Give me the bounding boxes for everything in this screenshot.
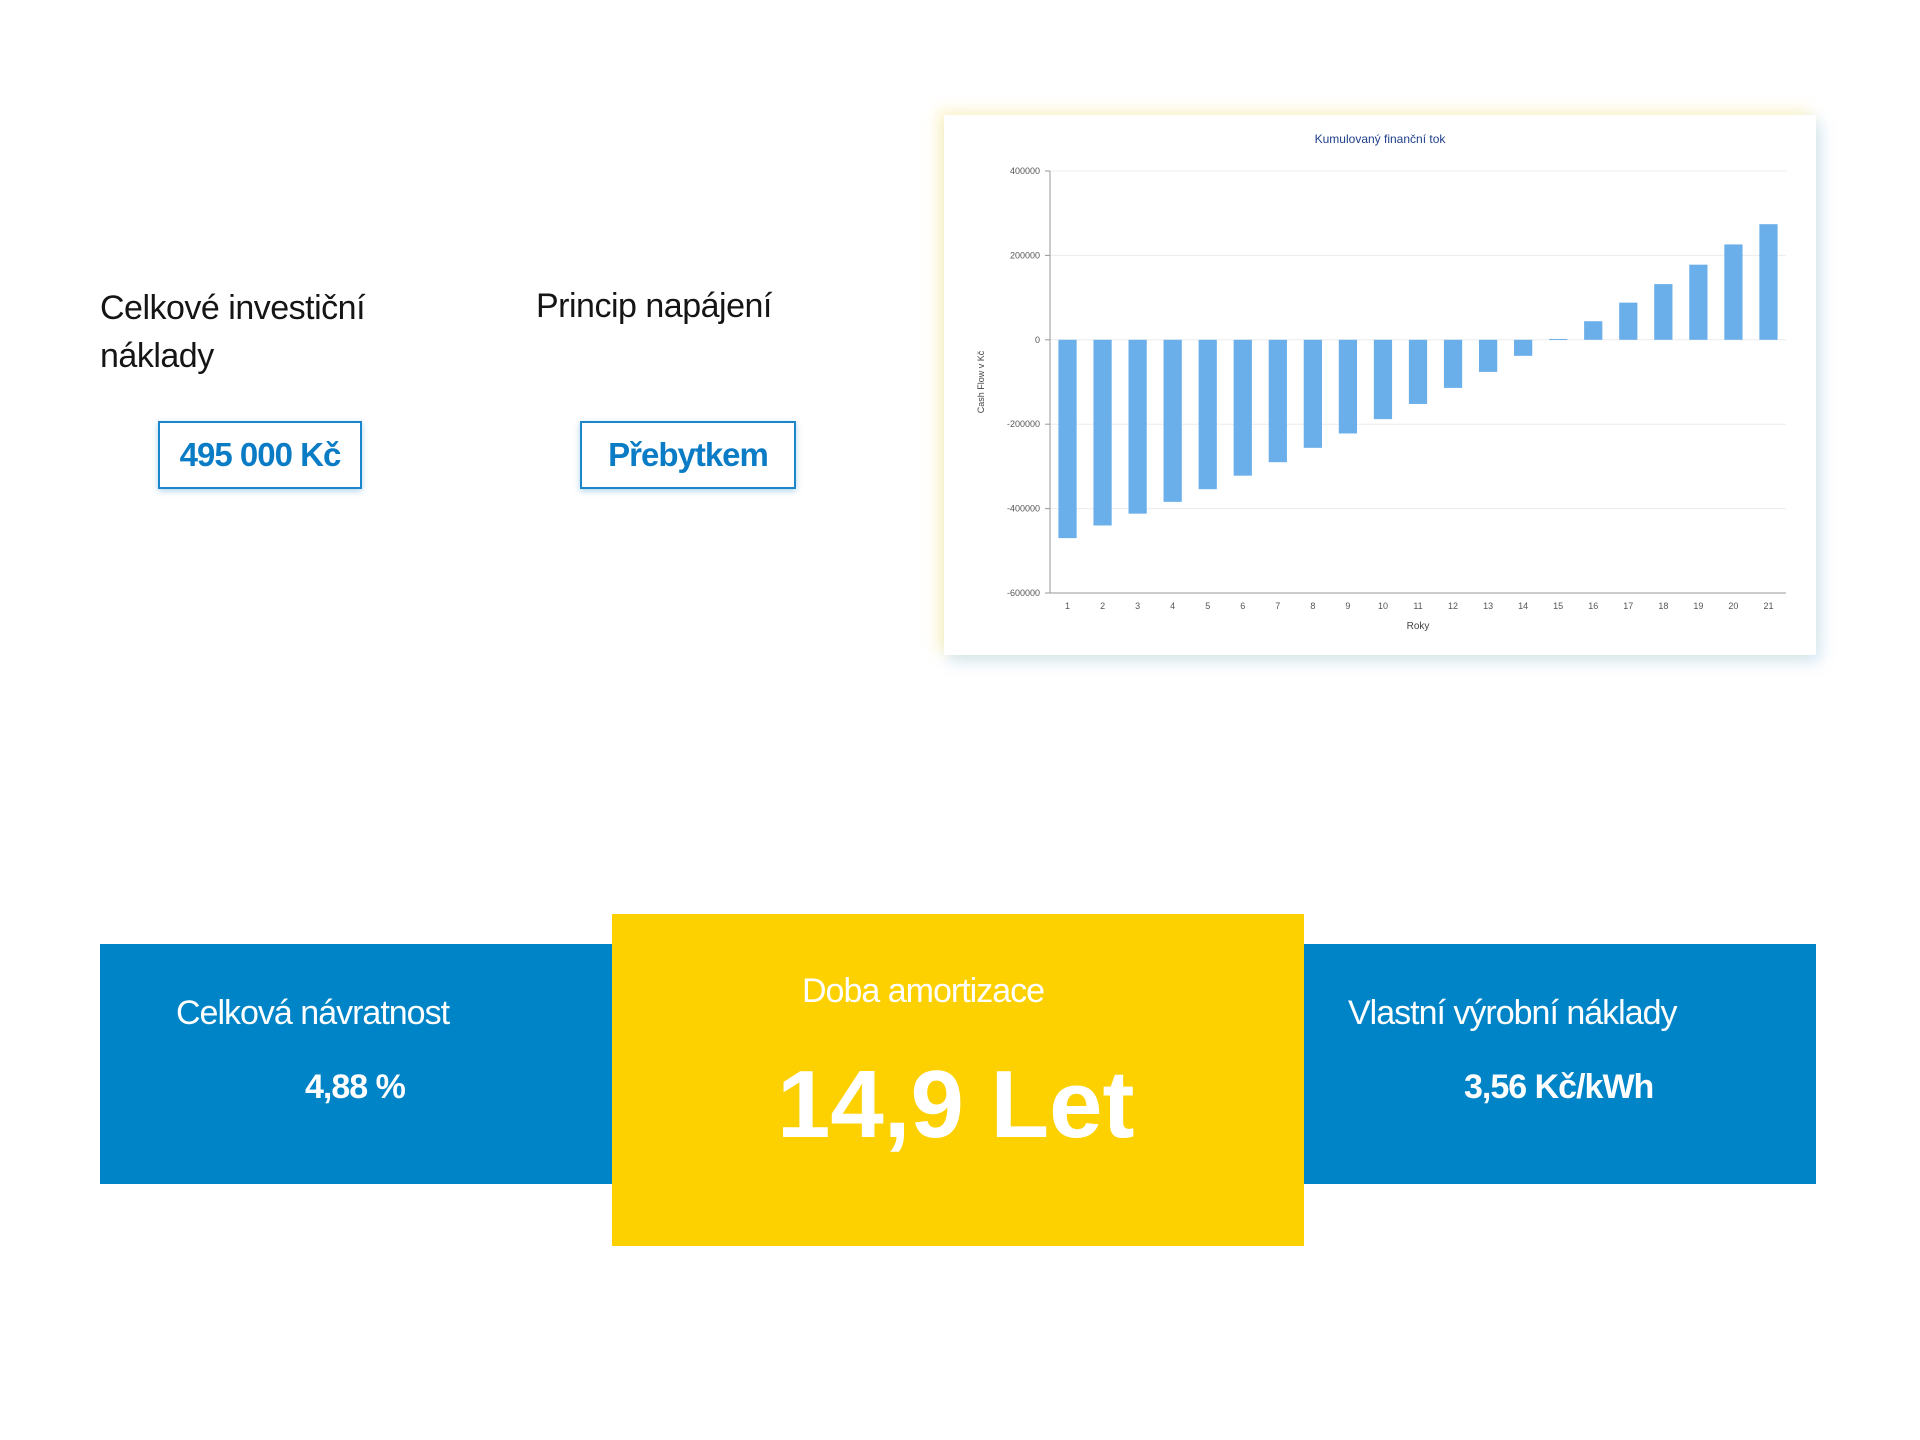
chart-x-tick-label: 18 — [1658, 601, 1668, 611]
amortization-panel: Doba amortizace 14,9 Let — [612, 914, 1304, 1246]
chart-x-tick-label: 12 — [1448, 601, 1458, 611]
total-return-panel: Celková návratnost 4,88 % — [100, 944, 614, 1184]
chart-title: Kumulovaný finanční tok — [1315, 132, 1447, 146]
chart-x-tick-label: 7 — [1275, 601, 1280, 611]
chart-bar — [1338, 339, 1358, 434]
chart-x-tick-label: 21 — [1763, 601, 1773, 611]
amortization-value: 14,9 Let — [777, 1051, 1135, 1158]
chart-y-tick-label: -200000 — [1007, 419, 1040, 429]
chart-bars — [1058, 224, 1778, 539]
chart-bar — [1373, 339, 1393, 420]
chart-bar — [1619, 302, 1638, 340]
chart-bar — [1654, 284, 1673, 340]
chart-bar — [1549, 338, 1568, 340]
own-production-cost-value: 3,56 Kč/kWh — [1464, 1068, 1654, 1106]
chart-bar — [1478, 339, 1498, 372]
chart-bar — [1303, 339, 1322, 448]
chart-x-tick-label: 11 — [1413, 601, 1422, 611]
chart-bar — [1163, 339, 1182, 502]
chart-y-tick-label: 200000 — [1010, 250, 1040, 260]
chart-x-tick-label: 2 — [1100, 601, 1105, 611]
chart-bar — [1268, 339, 1287, 463]
total-return-value: 4,88 % — [305, 1068, 406, 1106]
chart-x-tick-label: 19 — [1693, 601, 1703, 611]
chart-x-tick-label: 8 — [1310, 601, 1315, 611]
chart-x-tick-label: 4 — [1170, 601, 1175, 611]
chart-bar — [1759, 224, 1778, 340]
chart-bar — [1093, 339, 1112, 526]
chart-x-tick-label: 20 — [1728, 601, 1738, 611]
power-principle-label: Princip napájení — [536, 287, 772, 325]
chart-x-tick-label: 3 — [1135, 601, 1140, 611]
chart-x-tick-label: 15 — [1553, 601, 1563, 611]
chart-bar — [1689, 264, 1708, 340]
chart-bar — [1724, 244, 1743, 340]
power-principle-value-box: Přebytkem — [580, 421, 796, 489]
total-return-label: Celková návratnost — [176, 994, 450, 1032]
chart-bar — [1233, 339, 1252, 476]
chart-bar — [1198, 339, 1217, 490]
chart-x-tick-label: 13 — [1483, 601, 1493, 611]
chart-x-tick-label: 14 — [1518, 601, 1528, 611]
chart-y-axis-label: Cash Flow v Kč — [976, 350, 986, 413]
own-production-cost-panel: Vlastní výrobní náklady 3,56 Kč/kWh — [1300, 944, 1816, 1184]
chart-y-tick-labels: 400000 200000 0 -200000 -400000 -600000 — [1007, 166, 1040, 598]
chart-x-tick-label: 9 — [1345, 601, 1350, 611]
chart-bar — [1408, 339, 1428, 404]
chart-x-tick-label: 1 — [1065, 601, 1070, 611]
chart-x-tick-label: 5 — [1205, 601, 1210, 611]
chart-bar — [1443, 339, 1463, 388]
chart-x-tick-label: 17 — [1623, 601, 1633, 611]
chart-x-tick-label: 6 — [1240, 601, 1245, 611]
cumulative-cashflow-chart: Kumulovaný finanční tok 400000 200000 0 -20… — [944, 115, 1816, 655]
chart-bar — [1514, 339, 1533, 356]
chart-bar — [1584, 321, 1603, 340]
own-production-cost-label: Vlastní výrobní náklady — [1348, 994, 1678, 1032]
investment-label: Celkové investiční náklady — [100, 289, 366, 375]
chart-x-tick-label: 10 — [1378, 601, 1388, 611]
chart-y-tick-label: 400000 — [1010, 166, 1040, 176]
chart-svg: Kumulovaný finanční tok 400000 200000 0 -20… — [976, 132, 1786, 632]
investment-value-box: 495 000 Kč — [158, 421, 362, 489]
chart-x-axis-label: Roky — [1407, 621, 1430, 632]
chart-bar — [1058, 339, 1077, 539]
chart-x-tick-labels: 1 2 3 4 5 6 7 8 9 10 11 12 13 14 15 16 17 18 19 20 21 — [1065, 601, 1773, 611]
chart-y-tick-label: -400000 — [1007, 504, 1040, 514]
chart-y-tick-label: 0 — [1035, 335, 1040, 345]
chart-y-tick-label: -600000 — [1007, 588, 1040, 598]
amortization-label: Doba amortizace — [802, 972, 1045, 1010]
chart-x-tick-label: 16 — [1588, 601, 1598, 611]
chart-bar — [1128, 339, 1147, 514]
